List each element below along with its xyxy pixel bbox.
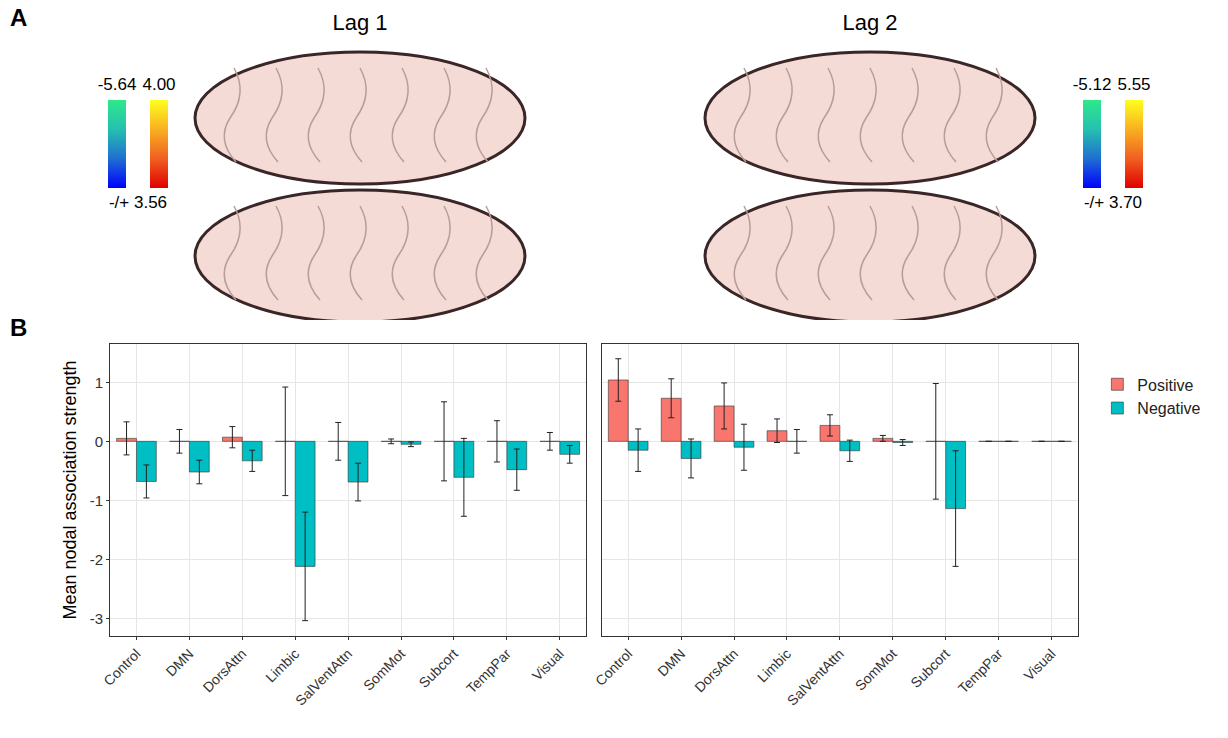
svg-text:4.00: 4.00 (142, 75, 175, 94)
svg-text:5.55: 5.55 (1117, 75, 1150, 94)
svg-text:TempPar: TempPar (463, 645, 514, 696)
svg-text:SomMot: SomMot (360, 645, 408, 693)
html-text:A: A (10, 4, 28, 31)
svg-text:Subcort: Subcort (416, 645, 462, 691)
svg-text:Control: Control (100, 646, 143, 689)
svg-text:Negative: Negative (1137, 400, 1200, 417)
svg-text:-/+ 3.70: -/+ 3.70 (1084, 193, 1142, 212)
svg-text:Control: Control (592, 646, 635, 689)
svg-text:Lag 2: Lag 2 (842, 10, 897, 35)
svg-text:-2: -2 (90, 551, 103, 568)
svg-text:Positive: Positive (1137, 377, 1193, 394)
html-text:B: B (10, 314, 28, 341)
svg-text:TempPar: TempPar (955, 645, 1006, 696)
svg-text:-3: -3 (90, 610, 103, 627)
svg-text:-5.12: -5.12 (1073, 75, 1112, 94)
svg-text:Visual: Visual (529, 646, 567, 684)
svg-text:DorsAttn: DorsAttn (200, 646, 250, 696)
svg-text:DorsAttn: DorsAttn (691, 646, 741, 696)
svg-text:SalVentAttn: SalVentAttn (784, 646, 847, 709)
svg-text:-/+ 3.56: -/+ 3.56 (109, 193, 167, 212)
svg-text:DMN: DMN (163, 646, 197, 680)
svg-text:Limbic: Limbic (262, 646, 302, 686)
svg-text:DMN: DMN (654, 646, 688, 680)
svg-text:Mean nodal association strengt: Mean nodal association strength (60, 360, 80, 619)
svg-text:0: 0 (95, 433, 103, 450)
svg-text:SomMot: SomMot (852, 645, 900, 693)
svg-text:-5.64: -5.64 (98, 75, 137, 94)
svg-text:Limbic: Limbic (754, 646, 794, 686)
svg-text:-1: -1 (90, 492, 103, 509)
svg-text:SalVentAttn: SalVentAttn (292, 646, 355, 709)
svg-text:1: 1 (95, 374, 103, 391)
svg-text:Visual: Visual (1021, 646, 1059, 684)
svg-text:Lag 1: Lag 1 (332, 10, 387, 35)
svg-text:Subcort: Subcort (907, 645, 953, 691)
